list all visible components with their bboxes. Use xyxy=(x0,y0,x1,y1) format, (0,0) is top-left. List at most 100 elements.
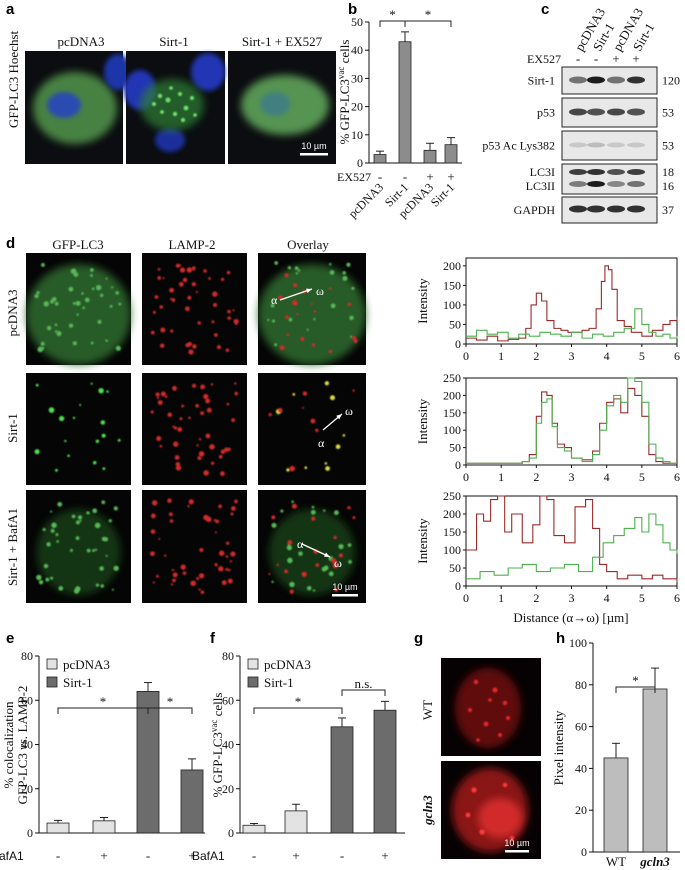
chart-e: 0 20 40 60 80 pcDNA3 Sirt-1 BafA1 - + - + % colocali… xyxy=(0,649,205,863)
c-band xyxy=(607,205,625,213)
c-blot-label: LC3II xyxy=(526,179,555,193)
d-puncta xyxy=(68,323,74,328)
d-puncta xyxy=(287,540,293,545)
f-bafa1-label: BafA1 xyxy=(192,849,225,863)
d-puncta xyxy=(67,454,70,458)
d-x-tick-label: 1 xyxy=(498,349,504,363)
d-x-tick-label: 5 xyxy=(639,349,645,363)
d-x-tick-label: 0 xyxy=(463,470,469,484)
panel-d-col-lamp2: LAMP-2 xyxy=(169,237,216,252)
d-puncta xyxy=(152,581,155,584)
d-puncta xyxy=(187,295,192,300)
d-x-tick-label: 6 xyxy=(674,349,680,363)
d-x-tick-label: 0 xyxy=(463,349,469,363)
panel-d-col-gfp-lc3: GFP-LC3 xyxy=(52,237,103,252)
d-puncta xyxy=(333,535,337,540)
b-y-label-end: cells xyxy=(337,40,352,67)
d-y-tick-label: 200 xyxy=(443,388,461,402)
d-puncta xyxy=(34,294,39,299)
d-y-tick-label: 50 xyxy=(449,561,461,575)
d-puncta xyxy=(168,512,173,517)
d-puncta xyxy=(286,468,290,472)
micrograph-g-gcln3: 10 µm xyxy=(441,761,541,859)
d-puncta xyxy=(323,509,326,512)
f-y-tick-label: 60 xyxy=(222,693,234,707)
e-y-label-part: vs. xyxy=(15,736,30,750)
d-puncta xyxy=(225,567,229,571)
f-y-label-sup: vac xyxy=(209,720,219,733)
d-puncta xyxy=(105,339,108,342)
d-puncta xyxy=(271,522,277,528)
d-puncta xyxy=(226,402,230,406)
d-puncta xyxy=(306,585,312,591)
d-y-tick-label: 150 xyxy=(443,278,461,292)
d-puncta xyxy=(117,438,121,442)
d-puncta xyxy=(205,398,211,404)
h-y-tick-label: 100 xyxy=(569,636,587,650)
b-y-tick-label: 10 xyxy=(351,128,363,142)
d-puncta xyxy=(210,383,214,386)
b-ex527-sign: - xyxy=(378,169,382,184)
d-arrowhead xyxy=(324,552,330,557)
d-puncta xyxy=(97,319,102,324)
d-puncta xyxy=(213,519,217,522)
d-puncta xyxy=(186,267,193,273)
d-y-tick-label: 150 xyxy=(443,406,461,420)
e-significance xyxy=(147,707,193,714)
d-puncta xyxy=(198,573,205,579)
c-blot-box xyxy=(561,163,658,195)
d-puncta xyxy=(156,396,160,400)
d-puncta xyxy=(272,298,275,301)
d-puncta xyxy=(289,589,294,594)
b-significance-label: * xyxy=(425,7,432,22)
d-puncta xyxy=(203,470,209,476)
d-puncta xyxy=(171,568,175,572)
c-band xyxy=(569,108,587,116)
d-puncta xyxy=(169,297,173,300)
d-puncta xyxy=(228,568,231,572)
d-plot-frame xyxy=(465,495,678,587)
d-puncta xyxy=(155,574,159,578)
d-puncta xyxy=(352,516,356,520)
panel-label-e: e xyxy=(6,630,14,647)
d-puncta xyxy=(295,272,299,275)
e-bafa1-label: BafA1 xyxy=(0,849,24,863)
d-puncta xyxy=(311,343,316,347)
panel-a-col-sirt1: Sirt-1 xyxy=(159,34,189,49)
h-bar xyxy=(642,688,668,853)
d-puncta xyxy=(310,418,316,424)
d-puncta xyxy=(160,343,165,348)
scale-bar-g xyxy=(505,850,529,853)
d-puncta xyxy=(203,269,207,273)
h-y-tick-label: 80 xyxy=(575,678,587,692)
d-puncta xyxy=(181,404,185,408)
e-bar-0 xyxy=(92,820,116,834)
c-blot-label: LC3I xyxy=(530,165,555,179)
d-puncta xyxy=(276,563,279,567)
d-puncta xyxy=(92,549,95,552)
d-puncta xyxy=(200,384,205,390)
d-puncta xyxy=(234,499,238,504)
d-puncta xyxy=(347,506,351,510)
d-puncta xyxy=(188,416,191,420)
c-mw-label: 120 xyxy=(662,74,680,88)
chart-f: 0 20 40 60 80 pcDNA3 Sirt-1 BafA1 - + - + % GFP-LC3v… xyxy=(192,649,405,863)
d-puncta xyxy=(187,505,190,508)
d-puncta xyxy=(229,560,233,563)
d-puncta xyxy=(64,439,67,443)
d-puncta xyxy=(79,403,82,406)
h-y-tick-label: 0 xyxy=(581,845,587,859)
d-puncta xyxy=(311,505,315,509)
f-legend-label: Sirt-1 xyxy=(264,675,294,690)
e-y-tick-label: 0 xyxy=(27,826,33,840)
d-puncta xyxy=(232,309,235,312)
d-puncta xyxy=(41,346,45,350)
d-puncta xyxy=(312,589,316,592)
d-puncta xyxy=(227,578,233,584)
d-puncta xyxy=(329,270,335,275)
d-puncta xyxy=(274,261,279,265)
micrograph-a-sirt1 xyxy=(124,51,225,164)
d-puncta xyxy=(170,583,174,586)
d-puncta xyxy=(280,509,284,513)
d-puncta xyxy=(188,349,194,355)
